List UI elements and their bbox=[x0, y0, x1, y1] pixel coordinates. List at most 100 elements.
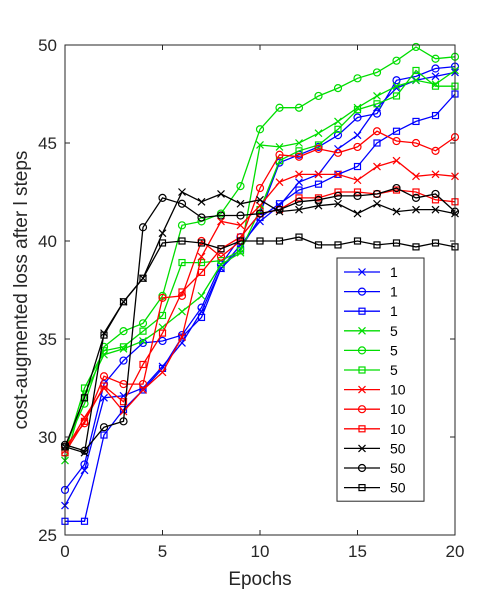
data-point bbox=[119, 407, 128, 416]
data-point bbox=[353, 162, 362, 171]
y-tick-label: 35 bbox=[38, 330, 57, 349]
x-axis-title: Epochs bbox=[228, 569, 291, 590]
data-point bbox=[372, 68, 382, 77]
data-point bbox=[255, 183, 265, 193]
data-point bbox=[392, 239, 401, 247]
data-point bbox=[353, 209, 362, 218]
data-point bbox=[197, 213, 206, 222]
x-tick-label: 20 bbox=[446, 542, 465, 561]
data-point bbox=[236, 199, 245, 208]
data-point bbox=[372, 189, 382, 199]
series-line bbox=[64, 187, 456, 452]
x-tick-label: 10 bbox=[251, 542, 270, 561]
data-point bbox=[80, 460, 89, 469]
data-point bbox=[138, 223, 148, 232]
data-point bbox=[100, 331, 108, 339]
legend-label: 5 bbox=[390, 362, 398, 378]
legend-marker bbox=[358, 268, 366, 276]
data-point bbox=[314, 91, 323, 101]
data-point bbox=[275, 237, 284, 245]
data-point bbox=[411, 138, 421, 148]
data-point bbox=[236, 237, 245, 245]
data-point bbox=[177, 199, 187, 208]
data-point bbox=[314, 180, 323, 188]
data-point bbox=[138, 319, 148, 328]
legend-marker bbox=[358, 385, 366, 394]
data-point bbox=[158, 293, 167, 302]
data-point bbox=[275, 205, 284, 214]
data-point bbox=[411, 42, 421, 52]
data-point bbox=[256, 237, 264, 245]
data-point bbox=[80, 417, 89, 425]
legend-entry: 1 bbox=[344, 303, 398, 319]
data-point bbox=[236, 182, 245, 191]
data-point bbox=[353, 237, 362, 245]
data-point bbox=[197, 268, 206, 276]
legend-marker bbox=[358, 366, 366, 374]
data-point bbox=[255, 125, 265, 134]
data-point bbox=[295, 205, 303, 214]
data-point bbox=[217, 190, 225, 198]
data-point bbox=[392, 183, 401, 193]
data-point bbox=[138, 379, 148, 389]
data-point bbox=[295, 194, 303, 202]
legend-label: 1 bbox=[390, 264, 398, 280]
data-point bbox=[333, 148, 343, 157]
legend-marker bbox=[357, 287, 367, 296]
legend-label: 10 bbox=[390, 401, 406, 417]
data-point bbox=[392, 207, 401, 216]
data-point bbox=[178, 237, 186, 245]
data-point bbox=[334, 241, 342, 249]
data-point bbox=[295, 233, 303, 241]
legend-entry: 10 bbox=[344, 382, 406, 398]
data-point bbox=[353, 191, 362, 201]
data-point bbox=[314, 241, 323, 249]
data-point bbox=[119, 343, 128, 351]
legend-marker bbox=[358, 307, 366, 315]
data-point bbox=[373, 199, 381, 208]
data-point bbox=[99, 372, 109, 381]
y-tick-label: 40 bbox=[38, 232, 57, 251]
legend-entry: 5 bbox=[344, 342, 398, 358]
data-point bbox=[314, 170, 323, 179]
data-point bbox=[412, 188, 420, 196]
data-point bbox=[275, 178, 284, 187]
data-point bbox=[256, 195, 264, 204]
data-point bbox=[314, 141, 323, 149]
data-point bbox=[431, 64, 440, 73]
legend-label: 1 bbox=[390, 303, 398, 319]
data-point bbox=[431, 146, 440, 155]
data-point bbox=[236, 221, 245, 230]
legend-marker bbox=[358, 444, 366, 453]
data-point bbox=[295, 170, 303, 179]
data-point bbox=[217, 245, 225, 253]
data-point bbox=[80, 399, 89, 408]
data-point bbox=[217, 260, 225, 269]
data-point bbox=[392, 136, 401, 146]
data-point bbox=[236, 211, 245, 220]
data-point bbox=[80, 517, 89, 525]
data-point bbox=[158, 329, 167, 337]
legend-label: 50 bbox=[390, 480, 406, 496]
legend-label: 1 bbox=[390, 284, 398, 300]
data-point bbox=[411, 193, 421, 202]
legend-entry: 10 bbox=[344, 401, 406, 417]
data-point bbox=[412, 66, 420, 75]
legend-entry: 50 bbox=[344, 440, 406, 456]
data-point bbox=[178, 333, 186, 341]
series-line bbox=[64, 236, 456, 448]
y-tick-label: 25 bbox=[38, 526, 57, 545]
data-point bbox=[139, 327, 147, 335]
data-point bbox=[256, 217, 264, 226]
data-point bbox=[158, 229, 167, 238]
y-tick-label: 45 bbox=[38, 134, 57, 153]
data-point bbox=[392, 76, 401, 85]
data-point bbox=[119, 327, 128, 336]
data-point bbox=[119, 298, 128, 306]
data-point bbox=[139, 360, 147, 369]
data-point bbox=[314, 144, 323, 153]
data-point bbox=[178, 307, 186, 316]
series-line bbox=[64, 130, 456, 448]
legend-entry: 1 bbox=[344, 264, 398, 280]
data-point bbox=[334, 170, 342, 179]
